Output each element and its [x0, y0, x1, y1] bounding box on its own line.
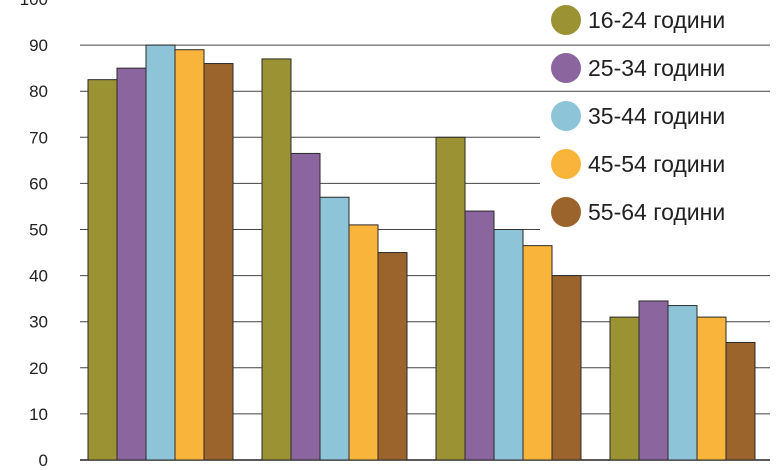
- legend-marker: [551, 53, 581, 83]
- bar: [551, 275, 582, 461]
- bar: [203, 63, 234, 461]
- bar: [696, 316, 727, 461]
- bar: [145, 44, 176, 461]
- legend-label: 35-44 години: [588, 103, 725, 129]
- bar: [319, 196, 350, 461]
- y-tick-label: 90: [29, 36, 48, 55]
- bar: [290, 152, 321, 461]
- y-tick-label: 40: [29, 267, 48, 286]
- bar: [725, 341, 756, 461]
- legend: 16-24 години 25-34 години 35-44 години 45-5…: [540, 0, 780, 234]
- legend-label: 25-34 години: [588, 55, 725, 81]
- y-tick-label: 30: [29, 313, 48, 332]
- y-tick-label: 60: [29, 174, 48, 193]
- bar: [377, 252, 408, 461]
- legend-marker: [551, 149, 581, 179]
- legend-marker: [551, 5, 581, 35]
- bar: [493, 229, 524, 461]
- legend-label: 45-54 години: [588, 151, 725, 177]
- y-tick-label: 50: [29, 221, 48, 240]
- y-tick-label: 100: [20, 0, 48, 9]
- legend-marker: [551, 197, 581, 227]
- y-tick-label: 80: [29, 82, 48, 101]
- bar: [522, 245, 553, 461]
- bar: [609, 316, 640, 461]
- y-tick-label: 0: [39, 451, 48, 470]
- y-tick-label: 20: [29, 359, 48, 378]
- y-axis: 0 10 20 30 40 50 60 70 80 90 100: [20, 0, 48, 470]
- bar: [174, 49, 205, 461]
- bar: [116, 67, 147, 461]
- bar: [667, 305, 698, 461]
- bar: [261, 58, 292, 461]
- bar: [348, 224, 379, 461]
- legend-label: 55-64 години: [588, 199, 725, 225]
- legend-label: 16-24 години: [588, 7, 725, 33]
- y-tick-label: 10: [29, 405, 48, 424]
- bar: [435, 136, 466, 461]
- bars: [87, 44, 756, 461]
- legend-marker: [551, 101, 581, 131]
- bar: [638, 300, 669, 461]
- bar: [87, 79, 118, 461]
- y-tick-label: 70: [29, 128, 48, 147]
- bar: [464, 210, 495, 461]
